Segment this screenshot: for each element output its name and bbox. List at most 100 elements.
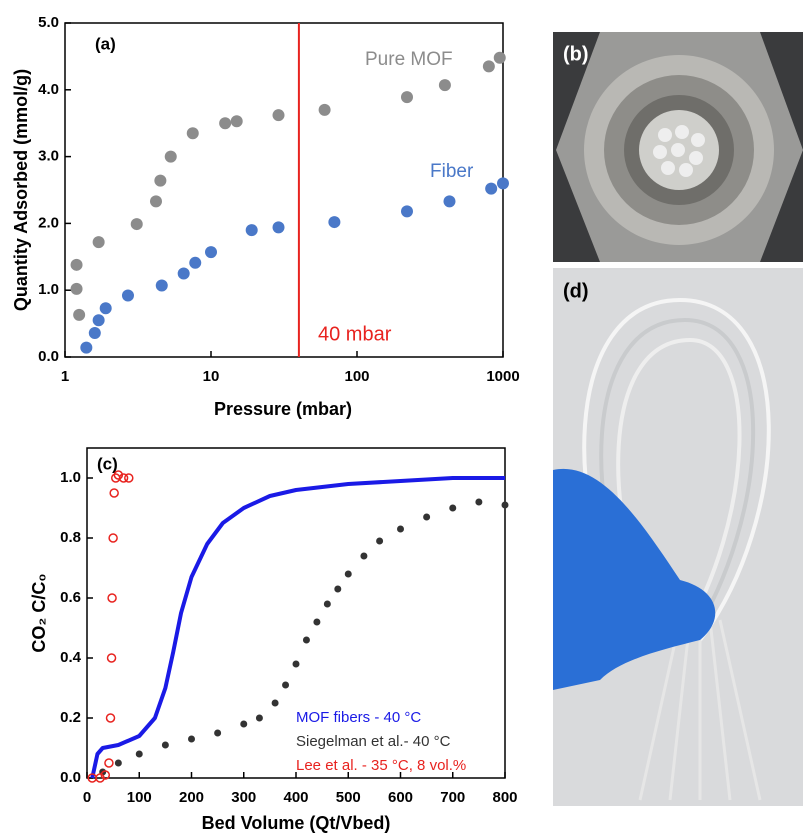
data-point xyxy=(155,279,168,292)
data-point xyxy=(92,314,105,327)
y-tick-label: 0.2 xyxy=(60,709,81,726)
y-tick-label: 2.0 xyxy=(38,214,59,231)
data-point xyxy=(149,195,162,208)
data-point xyxy=(104,758,114,768)
data-point xyxy=(240,720,248,728)
data-point xyxy=(282,681,290,689)
legend-entry: MOF fibers - 40 °C xyxy=(296,709,421,726)
data-point xyxy=(475,498,483,506)
x-axis-label: Bed Volume (Qt/Vbed) xyxy=(202,813,391,833)
plot-frame xyxy=(86,447,506,779)
legend-entry: Siegelman et al.- 40 °C xyxy=(296,733,451,750)
x-tick-label: 500 xyxy=(336,789,361,806)
data-point xyxy=(493,51,506,64)
data-point xyxy=(272,109,285,122)
data-point xyxy=(245,224,258,237)
y-axis-label: CO₂ C/C₀ xyxy=(29,573,49,652)
data-point xyxy=(109,488,119,498)
data-point xyxy=(360,552,368,560)
x-tick-label: 200 xyxy=(179,789,204,806)
data-point xyxy=(70,258,83,271)
y-tick-label: 0.8 xyxy=(60,529,81,546)
series-label: Pure MOF xyxy=(365,49,453,70)
data-point xyxy=(92,236,105,249)
data-point xyxy=(328,216,341,229)
data-point xyxy=(99,302,112,315)
y-tick-label: 4.0 xyxy=(38,81,59,98)
data-point xyxy=(318,103,331,116)
y-axis-label: Quantity Adsorbed (mmol/g) xyxy=(11,69,31,311)
data-point xyxy=(323,600,331,608)
x-tick-label: 700 xyxy=(440,789,465,806)
data-point xyxy=(397,525,404,533)
panel-label: (b) xyxy=(563,43,589,65)
photo-b: (b) xyxy=(553,32,803,262)
x-axis-label: Pressure (mbar) xyxy=(214,399,352,419)
data-point xyxy=(108,533,118,543)
data-point xyxy=(400,205,413,218)
panel-label: (c) xyxy=(97,454,118,473)
data-point xyxy=(177,267,190,280)
data-point xyxy=(189,256,202,269)
data-point xyxy=(124,473,134,483)
panel-label: (a) xyxy=(95,34,116,53)
reference-label: 40 mbar xyxy=(318,323,392,345)
y-tick-label: 0.0 xyxy=(38,348,59,365)
series-label: Fiber xyxy=(430,161,474,182)
data-point xyxy=(121,289,134,302)
data-point xyxy=(214,729,222,737)
x-tick-label: 100 xyxy=(344,368,369,385)
y-tick-label: 0.0 xyxy=(60,769,81,786)
data-point xyxy=(302,636,310,644)
y-tick-label: 0.6 xyxy=(60,589,81,606)
data-point xyxy=(482,60,495,73)
x-tick-label: 1000 xyxy=(486,368,519,385)
panel-label: (d) xyxy=(563,280,589,302)
legend-entry: Lee et al. - 35 °C, 8 vol.% xyxy=(296,757,466,774)
data-point xyxy=(107,593,117,603)
data-point xyxy=(154,174,167,187)
series-line xyxy=(90,476,505,779)
data-point xyxy=(344,570,352,578)
data-point xyxy=(255,714,263,722)
x-tick-label: 10 xyxy=(203,368,220,385)
data-point xyxy=(438,79,451,92)
plot-frame xyxy=(64,22,504,358)
y-tick-label: 3.0 xyxy=(38,148,59,165)
x-tick-label: 400 xyxy=(283,789,308,806)
x-tick-label: 0 xyxy=(83,789,91,806)
data-point xyxy=(292,660,300,668)
data-point xyxy=(497,177,509,190)
data-point xyxy=(230,115,243,128)
data-point xyxy=(73,308,86,321)
x-tick-label: 100 xyxy=(127,789,152,806)
data-point xyxy=(443,195,456,208)
x-tick-label: 1 xyxy=(61,368,69,385)
data-point xyxy=(501,501,509,509)
data-point xyxy=(219,117,232,130)
data-point xyxy=(272,221,285,234)
data-point xyxy=(88,326,101,339)
data-point xyxy=(423,513,431,521)
data-point xyxy=(100,770,111,780)
data-point xyxy=(161,741,169,749)
data-point xyxy=(118,473,129,483)
data-point xyxy=(271,699,279,707)
data-point xyxy=(186,127,199,140)
data-point xyxy=(313,618,321,626)
data-point xyxy=(130,218,143,231)
x-tick-label: 600 xyxy=(388,789,413,806)
data-point xyxy=(135,750,143,758)
data-point xyxy=(164,150,177,163)
data-point xyxy=(105,713,116,723)
data-point xyxy=(106,653,117,663)
data-point xyxy=(188,735,195,743)
x-tick-label: 800 xyxy=(492,789,517,806)
data-point xyxy=(113,470,124,480)
data-point xyxy=(449,504,457,512)
photo-d: (d) xyxy=(553,268,803,806)
x-tick-label: 300 xyxy=(231,789,256,806)
data-point xyxy=(114,759,122,767)
y-tick-label: 1.0 xyxy=(60,469,81,486)
